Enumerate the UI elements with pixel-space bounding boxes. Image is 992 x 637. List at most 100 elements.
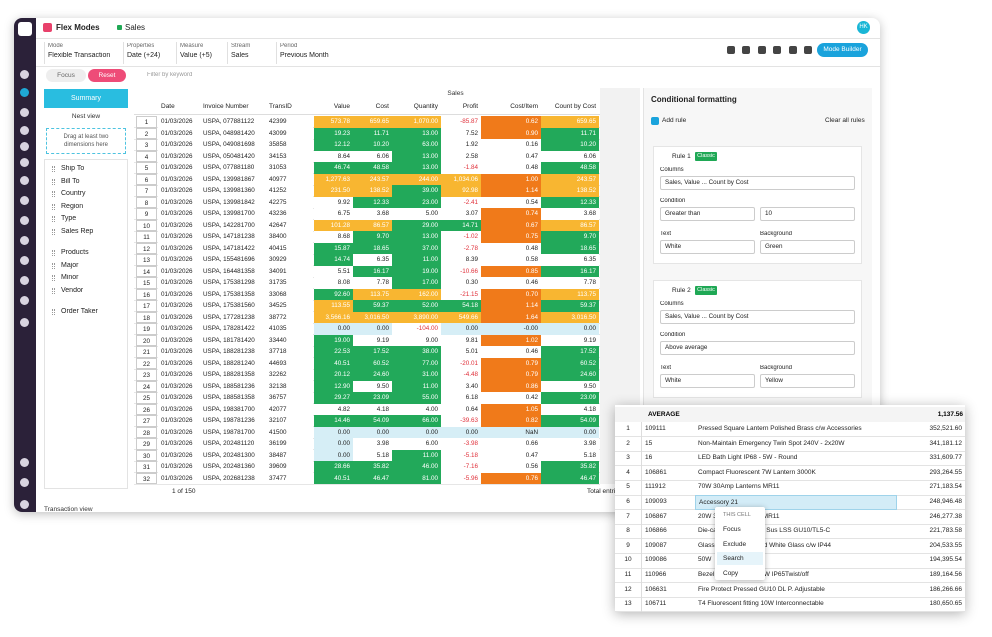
- grid-cell[interactable]: 01/03/2026: [158, 265, 200, 277]
- grid-cell[interactable]: 44693: [266, 357, 313, 369]
- grid-cell[interactable]: 0.00: [541, 426, 599, 438]
- grid-cell[interactable]: 7.78: [353, 277, 392, 289]
- popup-row-number[interactable]: 11: [615, 568, 642, 583]
- grid-cell[interactable]: 4.18: [353, 403, 392, 415]
- column-header[interactable]: Count by Cost: [554, 103, 596, 110]
- popup-cell[interactable]: 111912: [645, 483, 666, 491]
- popup-row-number[interactable]: 13: [615, 597, 642, 612]
- grid-cell[interactable]: 77.00: [392, 357, 441, 369]
- grid-cell[interactable]: -85.87: [441, 116, 481, 128]
- row-number[interactable]: 2: [136, 127, 157, 139]
- grid-cell[interactable]: 162.00: [392, 288, 441, 300]
- grid-cell[interactable]: 243.57: [353, 173, 392, 185]
- grid-cell[interactable]: 81.00: [392, 472, 441, 484]
- grid-cell[interactable]: 3,016.50: [353, 311, 392, 323]
- grid-cell[interactable]: USPA, 198781700: [200, 426, 266, 438]
- grid-cell[interactable]: 46.47: [353, 472, 392, 484]
- footer-tab[interactable]: Transaction view: [44, 506, 93, 513]
- grid-cell[interactable]: 42399: [266, 116, 313, 128]
- grid-cell[interactable]: 0.00: [353, 323, 392, 335]
- search-input[interactable]: Filter by keyword: [147, 72, 193, 78]
- grid-cell[interactable]: 01/03/2026: [158, 426, 200, 438]
- field-item[interactable]: Major: [61, 261, 79, 269]
- grid-cell[interactable]: USPA, 178281422: [200, 323, 266, 335]
- popup-cell[interactable]: 246,277.38: [929, 512, 962, 520]
- grid-cell[interactable]: 40.51: [314, 472, 353, 484]
- row-number[interactable]: 8: [136, 196, 157, 208]
- grid-cell[interactable]: 5.18: [541, 449, 599, 461]
- nav-icon[interactable]: [20, 196, 29, 205]
- grid-cell[interactable]: 01/03/2026: [158, 127, 200, 139]
- grid-cell[interactable]: 55.00: [392, 392, 441, 404]
- grid-cell[interactable]: 113.75: [541, 288, 599, 300]
- column-header[interactable]: Invoice Number: [203, 103, 249, 110]
- grid-cell[interactable]: 113.75: [353, 288, 392, 300]
- grid-cell[interactable]: 0.00: [314, 438, 353, 450]
- grid-cell[interactable]: 20.12: [314, 369, 353, 381]
- grid-cell[interactable]: 31735: [266, 277, 313, 289]
- popup-row-number[interactable]: 8: [615, 524, 642, 539]
- grid-cell[interactable]: -39.63: [441, 415, 481, 427]
- field-item[interactable]: Type: [61, 215, 77, 222]
- grid-cell[interactable]: 40415: [266, 242, 313, 254]
- grid-cell[interactable]: 01/03/2026: [158, 150, 200, 162]
- grid-cell[interactable]: USPA, 202481300: [200, 449, 266, 461]
- grid-cell[interactable]: 01/03/2026: [158, 231, 200, 243]
- column-header[interactable]: Date: [161, 103, 175, 110]
- popup-cell[interactable]: 204,533.55: [929, 541, 962, 549]
- grid-cell[interactable]: NaN: [481, 426, 541, 438]
- row-number[interactable]: 28: [136, 426, 157, 438]
- grid-cell[interactable]: 0.00: [314, 449, 353, 461]
- toolbar-icon[interactable]: [804, 46, 812, 54]
- grid-cell[interactable]: 16.17: [353, 265, 392, 277]
- focus-button[interactable]: Focus: [46, 69, 86, 82]
- row-number[interactable]: 4: [136, 150, 157, 162]
- grid-cell[interactable]: -21.15: [441, 288, 481, 300]
- grid-cell[interactable]: 54.09: [541, 415, 599, 427]
- grid-cell[interactable]: -104.00: [392, 323, 441, 335]
- grid-cell[interactable]: 3,566.16: [314, 311, 353, 323]
- grid-cell[interactable]: 31053: [266, 162, 313, 174]
- grid-cell[interactable]: 24.60: [541, 369, 599, 381]
- grid-cell[interactable]: USPA, 198381700: [200, 403, 266, 415]
- grid-cell[interactable]: 0.16: [481, 139, 541, 151]
- row-number[interactable]: 5: [136, 162, 157, 174]
- grid-cell[interactable]: 1.92: [441, 139, 481, 151]
- grid-cell[interactable]: USPA, 049081698: [200, 139, 266, 151]
- grid-cell[interactable]: 33440: [266, 334, 313, 346]
- grid-cell[interactable]: 0.76: [481, 472, 541, 484]
- grid-cell[interactable]: 6.06: [541, 150, 599, 162]
- field-item[interactable]: Country: [61, 190, 86, 197]
- grid-cell[interactable]: 01/03/2026: [158, 392, 200, 404]
- popup-cell[interactable]: Compact Fluorescent 7W Lantern 3000K: [698, 468, 816, 476]
- row-number[interactable]: 24: [136, 380, 157, 392]
- popup-row-number[interactable]: 12: [615, 582, 642, 598]
- grid-cell[interactable]: 60.52: [353, 357, 392, 369]
- grid-cell[interactable]: USPA, 181781420: [200, 334, 266, 346]
- grid-cell[interactable]: 0.48: [481, 242, 541, 254]
- grid-cell[interactable]: 0.90: [481, 127, 541, 139]
- dropdown[interactable]: Above average: [660, 341, 855, 355]
- field-item[interactable]: Region: [61, 202, 84, 210]
- grid-cell[interactable]: -5.96: [441, 472, 481, 484]
- row-number[interactable]: 10: [136, 219, 157, 231]
- grid-cell[interactable]: 0.48: [481, 162, 541, 174]
- grid-cell[interactable]: 48.58: [353, 162, 392, 174]
- grid-cell[interactable]: 01/03/2026: [158, 346, 200, 358]
- grid-cell[interactable]: 8.64: [314, 150, 353, 162]
- grid-cell[interactable]: 12.12: [314, 139, 353, 151]
- grid-cell[interactable]: 6.35: [541, 254, 599, 266]
- grid-cell[interactable]: 01/03/2026: [158, 380, 200, 392]
- grid-cell[interactable]: USPA, 139981360: [200, 185, 266, 197]
- grid-cell[interactable]: 11.71: [353, 127, 392, 139]
- grid-cell[interactable]: USPA, 188281240: [200, 357, 266, 369]
- grid-cell[interactable]: -10.66: [441, 265, 481, 277]
- grid-cell[interactable]: 9.70: [353, 231, 392, 243]
- popup-cell[interactable]: LED Bath Light IP68 - 5W - Round: [698, 454, 798, 462]
- grid-cell[interactable]: 0.75: [481, 231, 541, 243]
- nav-icon[interactable]: [20, 478, 29, 487]
- column-header[interactable]: Cost: [375, 103, 389, 110]
- grid-cell[interactable]: 4.82: [314, 403, 353, 415]
- grid-cell[interactable]: 33068: [266, 288, 313, 300]
- toolbar-value[interactable]: Flexible Transaction: [48, 52, 111, 59]
